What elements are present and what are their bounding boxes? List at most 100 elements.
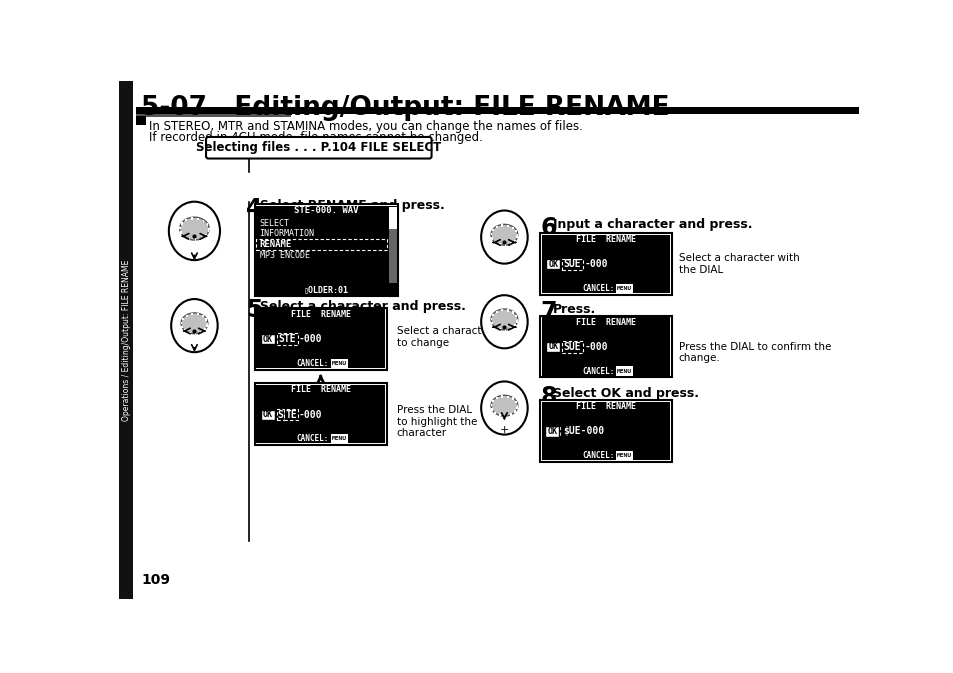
Bar xyxy=(514,324,516,326)
Bar xyxy=(516,236,517,238)
Bar xyxy=(136,116,146,125)
Text: 5: 5 xyxy=(246,298,263,322)
Ellipse shape xyxy=(491,395,517,416)
Bar xyxy=(189,238,190,240)
Text: +: + xyxy=(499,425,509,435)
Bar xyxy=(197,217,198,220)
Bar xyxy=(516,320,517,322)
Text: FILE  RENAME: FILE RENAME xyxy=(291,386,351,394)
Bar xyxy=(561,258,583,270)
Text: $UE-000: $UE-000 xyxy=(562,427,604,437)
Bar xyxy=(515,401,517,403)
Bar xyxy=(208,229,209,232)
Bar xyxy=(205,318,207,321)
Bar xyxy=(541,284,670,293)
Ellipse shape xyxy=(169,202,220,260)
Bar xyxy=(389,207,396,229)
Text: OK: OK xyxy=(263,410,273,419)
Bar xyxy=(506,310,508,312)
Bar xyxy=(256,310,385,368)
Bar xyxy=(506,396,508,398)
Bar xyxy=(512,311,513,314)
Text: FILE  RENAME: FILE RENAME xyxy=(291,310,351,319)
Bar xyxy=(504,244,506,246)
Text: FILE  RENAME: FILE RENAME xyxy=(576,236,636,244)
Text: OK: OK xyxy=(547,427,557,436)
Bar xyxy=(254,308,386,369)
Bar xyxy=(206,324,208,326)
Bar xyxy=(189,332,191,334)
Text: 109: 109 xyxy=(141,573,170,587)
Bar xyxy=(284,409,298,421)
Bar xyxy=(180,322,182,324)
Bar xyxy=(545,427,558,437)
Text: CANCEL:: CANCEL: xyxy=(296,434,329,444)
Bar xyxy=(185,219,187,221)
Bar xyxy=(197,313,198,316)
Bar xyxy=(494,326,496,328)
Text: CANCEL:: CANCEL: xyxy=(581,367,614,376)
Text: 8: 8 xyxy=(539,385,556,409)
Bar xyxy=(200,331,201,333)
Text: MENU: MENU xyxy=(617,453,632,458)
FancyBboxPatch shape xyxy=(206,137,431,159)
Bar xyxy=(504,328,506,330)
Text: In STEREO, MTR and STAMINA modes, you can change the names of files.: In STEREO, MTR and STAMINA modes, you ca… xyxy=(149,120,582,133)
Bar xyxy=(616,366,633,376)
Bar xyxy=(184,329,186,332)
Bar xyxy=(200,237,202,240)
Ellipse shape xyxy=(480,382,527,435)
Bar xyxy=(256,359,385,368)
Bar xyxy=(512,398,513,400)
Text: If recorded in 4CH mode, file names cannot be changed.: If recorded in 4CH mode, file names cann… xyxy=(149,131,482,144)
Bar xyxy=(261,334,274,344)
Bar xyxy=(541,235,670,245)
Text: Press.: Press. xyxy=(553,303,596,316)
Bar xyxy=(501,309,502,312)
Text: S: S xyxy=(277,410,283,419)
Text: Select a character and press.: Select a character and press. xyxy=(259,300,465,313)
Bar xyxy=(182,318,184,320)
Bar xyxy=(136,114,291,117)
Bar xyxy=(616,284,633,293)
Bar xyxy=(256,240,387,250)
Bar xyxy=(491,322,493,324)
Text: MP3 ENCODE: MP3 ENCODE xyxy=(259,251,309,260)
Bar xyxy=(491,409,493,411)
Text: SUE: SUE xyxy=(563,342,580,352)
Bar xyxy=(331,359,348,368)
Text: Select a character
to change: Select a character to change xyxy=(396,326,492,348)
Bar xyxy=(541,402,670,460)
Bar xyxy=(256,284,396,295)
Bar xyxy=(205,234,207,236)
Bar xyxy=(510,413,511,416)
Text: -000: -000 xyxy=(298,410,322,419)
Bar xyxy=(561,341,583,353)
Bar xyxy=(256,385,385,444)
Bar xyxy=(496,311,497,313)
Bar xyxy=(256,310,385,320)
Bar xyxy=(180,232,182,234)
Bar xyxy=(490,233,492,236)
Bar xyxy=(276,409,284,421)
Bar xyxy=(276,333,298,345)
Bar xyxy=(501,224,502,227)
Bar xyxy=(506,225,508,227)
Text: Selecting files . . . P.104 FILE SELECT: Selecting files . . . P.104 FILE SELECT xyxy=(196,141,441,154)
Text: CANCEL:: CANCEL: xyxy=(296,359,329,368)
Bar xyxy=(516,406,517,409)
Bar xyxy=(504,415,506,417)
Bar xyxy=(207,223,208,225)
Bar xyxy=(136,107,858,114)
Ellipse shape xyxy=(491,309,517,330)
Bar xyxy=(512,227,513,229)
Text: SELECT: SELECT xyxy=(259,219,289,227)
Text: CANCEL:: CANCEL: xyxy=(581,284,614,293)
Text: INFORMATION: INFORMATION xyxy=(259,229,314,238)
Text: STE-000. WAV: STE-000. WAV xyxy=(294,207,358,215)
Text: CANCEL:: CANCEL: xyxy=(581,452,614,460)
Bar xyxy=(491,238,493,240)
Text: Select RENAME and press.: Select RENAME and press. xyxy=(259,199,444,213)
Bar xyxy=(256,434,385,444)
Text: OK: OK xyxy=(263,334,273,344)
